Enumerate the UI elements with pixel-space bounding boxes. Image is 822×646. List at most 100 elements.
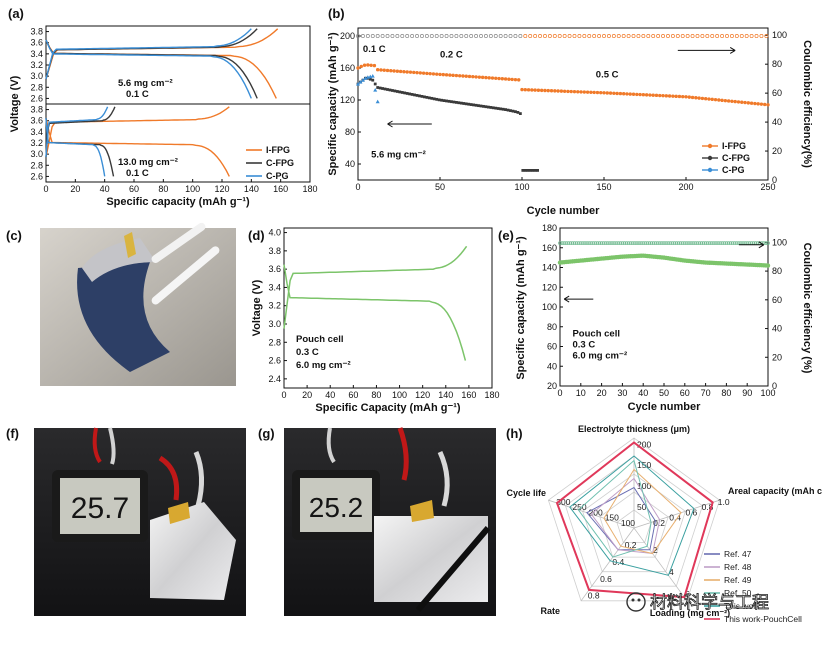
a-top-ytick-label: 2.8 [30,82,43,92]
b-cfpg-point [415,94,419,97]
b-ce-marker [582,34,587,38]
b-cfpg-point [403,91,407,95]
panel-label-d: (d) [248,228,265,243]
b-ifpg-point [648,93,652,97]
b-ifpg-point [756,102,760,106]
a-top-loading-annotation: 5.6 mg cm⁻² [118,78,173,89]
e-ce-marker [714,241,718,245]
d-ytick-label: 3.0 [268,319,281,329]
display-g-temperature: 25.2 [309,492,364,523]
b-ce-marker [498,34,503,38]
b-ifpg-point [740,100,744,104]
b-ce-marker [474,34,479,38]
a-bottom-ytick-label: 3.8 [30,105,43,115]
b-cfpg-point [430,96,434,100]
d-xtick-label: 60 [348,390,358,400]
b-ce-marker [685,34,690,38]
b-cfpg-point [472,103,476,107]
b-ce-marker [597,34,602,38]
b-xtick-label: 50 [435,182,445,192]
b-cfpg-point [482,104,485,108]
b-cfpg-point [523,169,527,172]
d-xtick-label: 120 [415,390,430,400]
b-right-ytick-label: 80 [772,59,782,69]
b-cfpg-point [378,86,382,90]
b-ce-marker [454,34,459,38]
b-cfpg-point [486,105,490,109]
b-cfpg-point [383,87,387,91]
b-cfpg-point [381,87,384,90]
b-ce-marker [459,34,464,38]
h-legend-ref48-label: Ref. 48 [724,562,752,572]
b-cfpg-point [435,97,439,101]
b-cfpg-point [506,108,510,112]
b-ifpg-point [536,88,541,92]
panel-label-f: (f) [6,426,19,441]
b-cfpg-point [479,104,483,108]
b-ifpg-point [362,63,367,67]
b-cfpg-point [408,92,412,96]
b-ce-marker [592,34,597,38]
b-cfpg-point [425,95,429,99]
b-cfpg-point [410,93,414,96]
b-ifpg-point [549,89,554,93]
b-ce-marker [518,34,523,38]
b-ce-marker [577,34,582,38]
b-ifpg-point [494,76,498,80]
photo-g-cut-cell: 25.2 [284,427,496,616]
d-ytick-label: 2.6 [268,356,281,366]
e-ce-marker [699,241,704,245]
e-ytick-label: 80 [547,322,557,332]
a-bottom-ytick-label: 2.8 [30,160,43,170]
b-ce-marker [508,34,513,38]
b-yaxis2-title: Coulombic efficiency(%) [801,40,813,168]
b-ifpg-point [526,88,531,92]
b-ifpg-point [681,94,685,99]
e-ytick-label: 160 [542,243,557,253]
e-ce-marker [682,241,687,245]
b-cfpg-point [501,107,505,111]
b-legend-ifpg-marker [707,143,713,149]
b-cfpg-point [391,89,394,92]
b-ce-marker [734,34,739,38]
d-ytick-label: 2.8 [268,337,281,347]
b-ce-marker [390,34,395,38]
b-ifpg-point [759,102,764,106]
b-arrow-left [387,120,432,128]
b-ifpg-point [359,64,363,69]
b-ce-marker [400,34,405,38]
e-ce-marker [653,241,658,245]
b-ifpg-point [477,75,482,79]
b-ifpg-point [513,77,518,82]
e-ce-marker [605,241,610,245]
a-legend-cfpg-label: C-FPG [266,158,294,168]
e-ce-marker [574,241,579,245]
e-ce-marker [662,241,666,245]
b-rate-annotation-1: 0.1 C [363,44,386,55]
h-axis-tick-label: 0.2 [625,540,637,550]
h-grid-ring [582,473,686,573]
e-ce-marker [603,241,608,245]
e-ytick-label: 120 [542,282,557,292]
h-axis-tick-label: 0.6 [600,574,612,584]
b-ifpg-point [556,89,560,93]
b-cfpg-point [462,102,466,105]
b-ifpg-point [605,91,609,95]
b-cfpg-point [450,100,453,104]
b-legend-cpg-marker [707,167,713,173]
b-ifpg-point [664,94,669,98]
b-cfpg-point [447,99,451,103]
e-ce-marker [622,241,627,245]
b-cfpg-point [432,97,436,101]
watermark: 材料科学与工程 [626,592,769,612]
chart-a-voltage-profiles: 2.62.83.03.23.43.63.85.6 mg cm⁻²0.1 C2.6… [9,25,318,208]
d-xtick-label: 0 [281,390,286,400]
b-cfpg-point [494,106,498,110]
e-right-ytick-label: 40 [772,324,782,334]
b-ce-marker [365,34,370,38]
b-ifpg-point [497,76,501,81]
b-ifpg-point [710,97,714,102]
b-ce-marker [424,34,429,38]
b-ce-marker [503,34,508,38]
b-cpg-point [360,78,365,82]
